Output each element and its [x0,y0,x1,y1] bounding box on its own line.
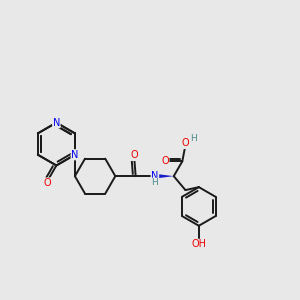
Text: N: N [151,171,159,181]
Text: O: O [161,156,169,166]
Text: H: H [152,178,158,187]
Polygon shape [155,174,174,178]
Text: N: N [71,150,79,160]
Text: N: N [53,118,60,128]
Text: OH: OH [191,239,206,249]
Text: O: O [182,138,189,148]
Text: H: H [190,134,197,142]
Text: O: O [130,150,138,161]
Text: O: O [44,178,51,188]
